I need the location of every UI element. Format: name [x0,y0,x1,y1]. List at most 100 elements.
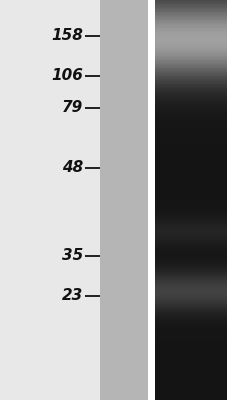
Bar [154,228,227,231]
Bar [154,278,227,280]
Bar [154,139,227,141]
Bar [154,12,227,15]
Bar [100,0,148,400]
Bar [154,135,227,137]
Bar [154,102,227,104]
Bar [154,291,227,293]
Bar [154,390,227,392]
Bar [154,132,227,135]
Bar [154,322,227,324]
Bar [154,16,227,19]
Bar [154,62,227,64]
Text: 106: 106 [51,68,83,84]
Bar [154,190,227,192]
Bar [154,94,227,96]
Bar [154,147,227,149]
Bar [154,82,227,84]
Bar [154,383,227,385]
Bar [154,18,227,20]
Bar [154,231,227,233]
Bar [154,47,227,49]
Bar [154,246,227,248]
Bar [154,4,227,7]
Bar [154,110,227,112]
Bar [154,363,227,365]
Bar [154,90,227,92]
Bar [154,164,227,167]
Bar [154,199,227,201]
Bar [154,84,227,87]
Bar [154,235,227,237]
Bar [154,270,227,272]
Bar [154,212,227,215]
Bar [154,320,227,323]
Bar [154,55,227,57]
Bar [154,312,227,315]
Bar [154,359,227,361]
Bar [154,83,227,85]
Bar [154,103,227,105]
Bar [148,0,154,400]
Bar [154,168,227,171]
Bar [154,239,227,241]
Bar [154,258,227,260]
Bar [154,243,227,245]
Bar [154,358,227,360]
Bar [154,299,227,301]
Bar [154,396,227,399]
Bar [154,86,227,88]
Bar [154,334,227,336]
Bar [154,148,227,151]
Bar [154,151,227,153]
Bar [154,188,227,191]
Text: 79: 79 [62,100,83,116]
Bar [154,216,227,219]
Bar [154,310,227,312]
Bar [154,398,227,400]
Bar [154,124,227,127]
Text: 158: 158 [51,28,83,44]
Bar [154,56,227,59]
Bar [154,335,227,337]
Bar [154,106,227,108]
Bar [154,138,227,140]
Bar [154,211,227,213]
Bar [154,242,227,244]
Bar [154,276,227,279]
Bar [154,255,227,257]
Bar [154,262,227,264]
Bar [154,88,227,91]
Bar [154,74,227,76]
Bar [154,275,227,277]
Bar [154,87,227,89]
Bar [154,247,227,249]
Bar [154,204,227,207]
Bar [154,30,227,32]
Bar [154,159,227,161]
Bar [154,39,227,41]
Bar [154,344,227,347]
Bar [154,354,227,356]
Bar [154,338,227,340]
Bar [154,187,227,189]
Bar [154,160,227,163]
Bar [154,194,227,196]
Bar [154,23,227,25]
Bar [154,26,227,28]
Bar [154,226,227,228]
Bar [154,127,227,129]
Bar [154,107,227,109]
Bar [154,248,227,251]
Bar [154,318,227,320]
Bar [154,274,227,276]
Bar [154,266,227,268]
Bar [154,150,227,152]
Bar [154,142,227,144]
Bar [154,166,227,168]
Bar [154,22,227,24]
Bar [154,162,227,164]
Bar [154,123,227,125]
Bar [154,223,227,225]
Bar [154,140,227,143]
Bar [154,15,227,17]
